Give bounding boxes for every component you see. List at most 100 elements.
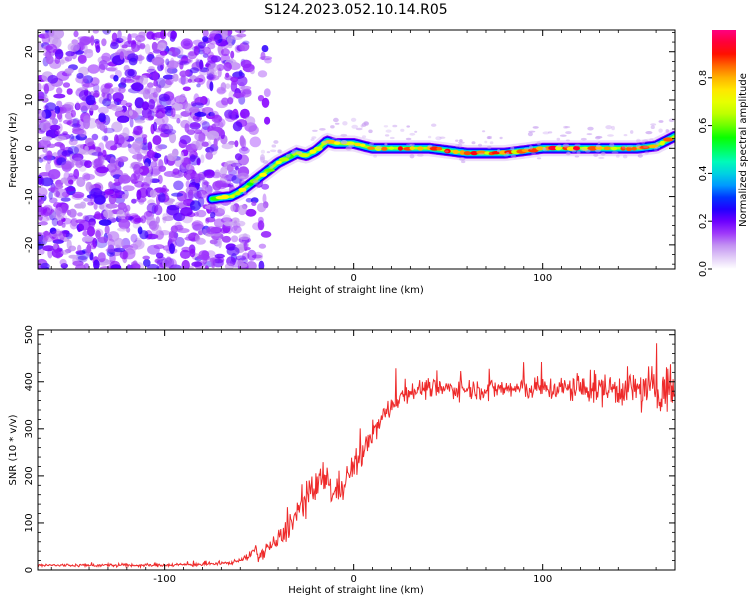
noise-blob	[79, 36, 91, 46]
noise-blob	[176, 118, 181, 124]
ridge-peak	[264, 168, 275, 172]
noise-blob	[138, 199, 145, 205]
noise-blob	[48, 30, 55, 37]
noise-blob	[152, 135, 162, 146]
noise-blob	[139, 230, 149, 240]
noise-blob	[146, 150, 155, 159]
ridge-peak	[610, 146, 618, 151]
noise-blob	[151, 56, 165, 66]
noise-blob	[54, 136, 67, 141]
noise-blob	[208, 39, 219, 45]
noise-blob	[175, 224, 184, 231]
noise-blob	[232, 121, 243, 132]
ridge-speck	[574, 155, 580, 158]
noise-blob	[113, 75, 119, 82]
noise-blob	[166, 153, 173, 161]
ridge-speck	[611, 151, 619, 155]
ridge-speck	[482, 130, 486, 133]
ridge-speck	[499, 136, 503, 140]
noise-blob	[185, 164, 192, 170]
y-tick-label: 10	[24, 94, 35, 107]
noise-blob	[75, 219, 86, 224]
noise-blob	[40, 262, 50, 269]
noise-blob	[146, 87, 158, 94]
noise-blob	[152, 70, 159, 81]
ridge-speck	[595, 149, 601, 153]
noise-blob	[102, 127, 115, 134]
noise-blob	[139, 75, 149, 85]
noise-blob	[97, 106, 109, 115]
noise-blob	[144, 158, 152, 167]
ridge-peak	[444, 148, 451, 154]
noise-blob	[38, 187, 48, 198]
ridge-peak	[381, 146, 388, 151]
noise-blob	[60, 197, 71, 202]
ridge-peak	[476, 150, 487, 155]
ridge-speck	[635, 143, 641, 149]
noise-blob	[103, 135, 109, 143]
noise-blob	[206, 130, 220, 140]
noise-blob	[125, 204, 131, 212]
y-tick-label: 0	[24, 567, 35, 573]
noise-blob	[101, 38, 107, 47]
noise-blob	[195, 58, 200, 68]
noise-blob	[108, 212, 115, 220]
ridge-peak	[626, 146, 632, 152]
noise-blob	[106, 155, 111, 162]
ridge-speck	[239, 176, 246, 179]
ridge-speck	[383, 125, 389, 128]
ridge-speck	[642, 139, 649, 142]
ridge-speck	[596, 144, 601, 148]
noise-blob	[128, 57, 138, 66]
noise-blob	[146, 31, 155, 40]
ridge-speck	[310, 138, 315, 141]
ridge-speck	[384, 134, 390, 137]
ridge-peak	[639, 145, 650, 150]
noise-blob	[45, 43, 58, 53]
ridge-speck	[312, 129, 318, 132]
noise-blob	[57, 123, 63, 133]
noise-blob	[102, 149, 107, 158]
noise-blob	[54, 105, 61, 114]
noise-blob	[258, 243, 267, 249]
noise-blob	[117, 227, 128, 232]
noise-blob	[118, 156, 129, 163]
noise-blob	[178, 76, 190, 85]
ridge-speck	[439, 136, 446, 139]
noise-blob	[45, 162, 51, 174]
noise-blob	[223, 61, 232, 72]
noise-blob	[260, 231, 272, 238]
noise-blob	[72, 117, 80, 127]
noise-blob	[240, 59, 252, 69]
noise-blob	[208, 63, 219, 72]
noise-blob	[117, 160, 125, 168]
ridge-speck	[644, 151, 649, 155]
noise-blob	[153, 187, 167, 193]
noise-blob	[39, 172, 51, 177]
ridge-speck	[645, 131, 653, 135]
ridge-speck	[609, 142, 615, 148]
noise-blob	[237, 259, 244, 267]
noise-blob	[231, 235, 239, 243]
noise-blob	[202, 35, 209, 43]
noise-blob	[56, 111, 63, 120]
ridge-speck	[641, 140, 646, 144]
noise-blob	[174, 46, 184, 57]
noise-blob	[162, 216, 174, 222]
noise-blob	[98, 219, 112, 226]
noise-blob	[251, 201, 257, 206]
noise-blob	[130, 233, 138, 243]
noise-blob	[194, 111, 207, 117]
x-tick-label: -100	[153, 574, 176, 585]
noise-blob	[227, 42, 233, 49]
noise-blob	[49, 116, 56, 126]
noise-blob	[75, 263, 86, 269]
ridge-speck	[565, 131, 572, 135]
x-tick-label: 0	[350, 574, 356, 585]
noise-blob	[86, 49, 93, 54]
ridge-speck	[345, 146, 353, 151]
ridge-speck	[665, 129, 670, 133]
noise-blob	[231, 111, 236, 121]
ridge-speck	[322, 140, 329, 144]
noise-blob	[82, 75, 94, 84]
